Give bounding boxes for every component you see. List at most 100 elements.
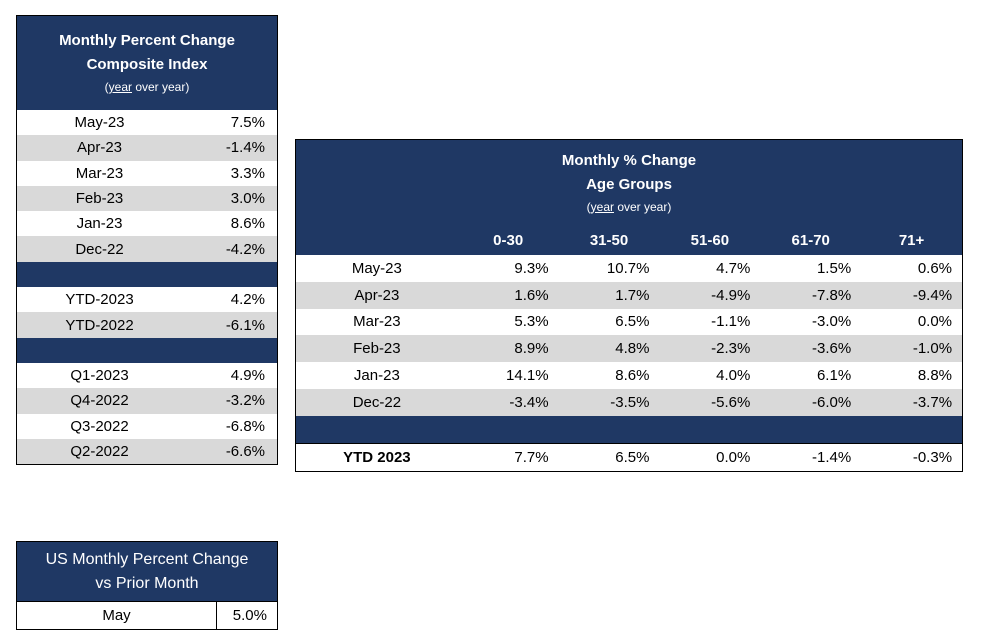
age-groups-subtitle: (year over year): [586, 199, 672, 214]
ytd-label: YTD 2023: [343, 448, 411, 466]
row-value: -3.5%: [610, 393, 650, 411]
row-label: Feb-23: [353, 340, 401, 358]
table-row: Apr-23 1.6% 1.7% -4.9% -7.8% -9.4%: [296, 281, 962, 309]
row-value: 5.3%: [514, 313, 549, 331]
table-row: Jan-23 14.1% 8.6% 4.0% 6.1% 8.8%: [296, 362, 962, 389]
row-value: 5.0%: [232, 607, 267, 624]
composite-title-line1: Monthly Percent Change: [59, 32, 235, 49]
row-value: -3.6%: [811, 340, 852, 358]
row-label: May: [17, 602, 217, 629]
row-label: Dec-22: [352, 393, 402, 411]
row-value: 1.6%: [514, 286, 549, 304]
row-value: -6.8%: [225, 417, 265, 435]
table-row: Q1-2023 4.9%: [17, 362, 277, 389]
table-row: Dec-22 -4.2%: [17, 236, 277, 262]
table-row: Dec-22 -3.4% -3.5% -5.6% -6.0% -3.7%: [296, 388, 962, 416]
us-monthly-table: US Monthly Percent Change vs Prior Month…: [16, 541, 278, 630]
composite-subtitle: (year over year): [104, 80, 190, 94]
row-value: -1.4%: [225, 139, 265, 157]
table-row: May-23 9.3% 10.7% 4.7% 1.5% 0.6%: [296, 255, 962, 282]
composite-quarter-rows: Q1-2023 4.9% Q4-2022 -3.2% Q3-2022 -6.8% Q2-20…: [17, 362, 277, 465]
row-value: -3.7%: [912, 393, 953, 411]
age-group-column-headers: 0-30 31-50 51-60 61-70 71+: [296, 225, 962, 255]
section-divider: [17, 337, 277, 363]
row-label: Mar-23: [75, 164, 124, 182]
column-header-71-: 71+: [898, 231, 925, 249]
ytd-value: -0.3%: [912, 448, 953, 466]
row-label: May-23: [351, 259, 402, 277]
table-row: Q4-2022 -3.2%: [17, 388, 277, 414]
row-value: 6.1%: [816, 367, 852, 385]
table-row: Q3-2022 -6.8%: [17, 413, 277, 439]
composite-index-table: Monthly Percent Change Composite Index (…: [16, 15, 278, 466]
table-row: Feb-23 3.0%: [17, 185, 277, 212]
row-value: 4.2%: [230, 291, 265, 309]
age-groups-ytd-row: YTD 2023 7.7% 6.5% 0.0% -1.4% -0.3%: [296, 442, 962, 471]
row-label: Jan-23: [353, 367, 400, 385]
row-value: 0.6%: [917, 259, 953, 277]
row-value: -4.2%: [225, 240, 265, 258]
row-label: Feb-23: [75, 190, 124, 208]
section-divider: [17, 261, 277, 288]
row-value: 6.5%: [615, 313, 650, 331]
row-value: -3.2%: [225, 392, 265, 410]
us-monthly-header: US Monthly Percent Change vs Prior Month: [17, 542, 277, 601]
age-groups-title-line1: Monthly % Change: [561, 151, 697, 169]
composite-monthly-rows: May-23 7.5% Apr-23 -1.4% Mar-23 3.3% Feb-23 3.0…: [17, 110, 277, 262]
us-monthly-row: May 5.0%: [17, 601, 277, 629]
row-value: -7.8%: [811, 286, 852, 304]
column-header-31-50: 31-50: [589, 231, 629, 249]
row-value: 4.8%: [615, 340, 650, 358]
row-label: YTD-2023: [65, 291, 134, 309]
table-row: Mar-23 5.3% 6.5% -1.1% -3.0% 0.0%: [296, 308, 962, 336]
row-value: -2.3%: [711, 340, 751, 358]
row-value: -5.6%: [711, 393, 751, 411]
table-row: Feb-23 8.9% 4.8% -2.3% -3.6% -1.0%: [296, 335, 962, 363]
row-label: Q4-2022: [70, 392, 129, 410]
table-row: YTD-2022 -6.1%: [17, 312, 277, 338]
row-value: 3.3%: [230, 164, 265, 182]
row-value: 8.6%: [615, 367, 650, 385]
row-label: Q2-2022: [70, 443, 129, 460]
ytd-value: 7.7%: [514, 448, 549, 466]
age-groups-title-line2: Age Groups: [586, 175, 672, 193]
table-row: Mar-23 3.3%: [17, 160, 277, 186]
row-label: Apr-23: [76, 139, 123, 157]
row-value: 0.0%: [917, 313, 953, 331]
row-label: Dec-22: [75, 240, 124, 258]
row-value: 14.1%: [506, 367, 549, 385]
row-value: -1.0%: [912, 340, 953, 358]
table-row: Jan-23 8.6%: [17, 211, 277, 237]
row-label: Jan-23: [76, 215, 123, 233]
row-value: 4.0%: [716, 367, 751, 385]
row-value: -6.6%: [225, 443, 265, 460]
composite-title-line2: Composite Index: [86, 56, 208, 73]
table-row: Apr-23 -1.4%: [17, 135, 277, 161]
column-header-0-30: 0-30: [493, 231, 524, 249]
row-label: Mar-23: [353, 313, 401, 331]
row-value: 9.3%: [514, 259, 549, 277]
row-value: 10.7%: [606, 259, 650, 277]
composite-index-header: Monthly Percent Change Composite Index (…: [17, 16, 277, 110]
table-row: YTD-2023 4.2%: [17, 287, 277, 313]
ytd-value: 6.5%: [615, 448, 650, 466]
us-monthly-title-line1: US Monthly Percent Change: [45, 550, 249, 568]
row-value: 3.0%: [230, 190, 265, 208]
row-value: 8.8%: [917, 367, 953, 385]
row-label: Q3-2022: [70, 417, 129, 435]
row-value: 8.9%: [514, 340, 549, 358]
row-value: -6.1%: [225, 316, 265, 334]
table-row: Q2-2022 -6.6%: [17, 438, 277, 465]
row-value: -6.0%: [811, 393, 852, 411]
row-label: Q1-2023: [70, 367, 129, 385]
ytd-value: 0.0%: [716, 448, 751, 466]
row-value: 8.6%: [230, 215, 265, 233]
row-value: -9.4%: [912, 286, 953, 304]
age-groups-header: Monthly % Change Age Groups (year over y…: [296, 140, 962, 255]
column-header-61-70: 61-70: [791, 231, 830, 249]
row-label: May-23: [74, 114, 125, 132]
row-label: Apr-23: [354, 286, 400, 304]
table-row: May-23 7.5%: [17, 110, 277, 136]
ytd-value: -1.4%: [811, 448, 852, 466]
row-value: -4.9%: [711, 286, 751, 304]
